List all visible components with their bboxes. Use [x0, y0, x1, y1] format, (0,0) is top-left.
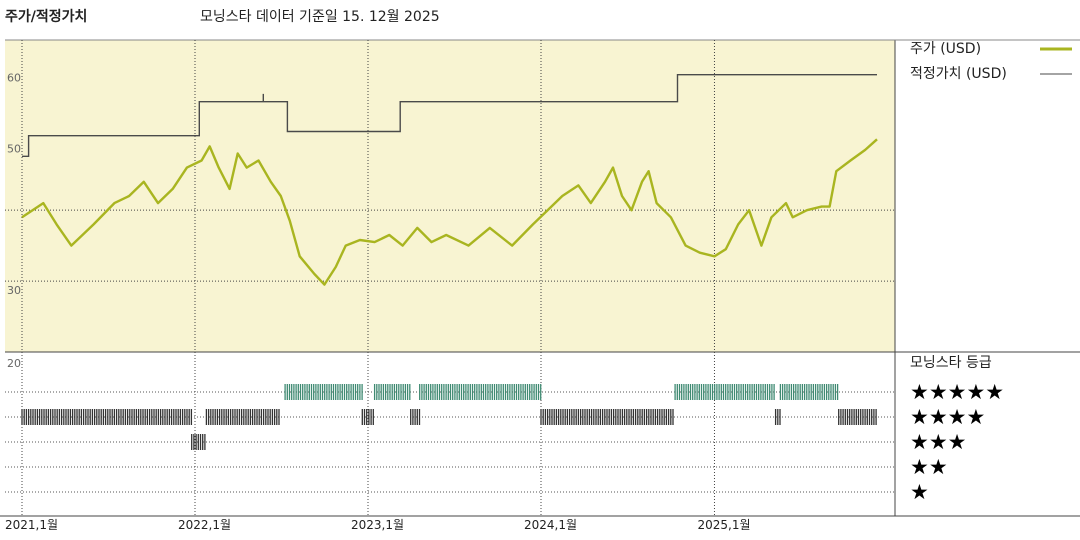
rating-star-label: ★★: [910, 455, 948, 479]
rating-legend-title: 모닝스타 등급: [910, 355, 992, 371]
y-tick-label: 50: [7, 142, 21, 155]
x-tick-label: 2022,1월: [178, 518, 231, 532]
x-tick-label: 2023,1월: [351, 518, 404, 532]
rating-grid: [5, 391, 895, 493]
rating-star-label: ★: [910, 480, 929, 504]
x-tick-label: 2021,1월: [5, 518, 58, 532]
x-tick-label: 2025,1월: [697, 518, 750, 532]
data-date-caption: 모닝스타 데이터 기준일 15. 12월 2025: [200, 9, 440, 25]
rating-star-labels: ★★★★★★★★★★★★★★★: [910, 380, 1004, 504]
price-series: [21, 73, 878, 286]
x-tick-labels: 2021,1월 2022,1월 2023,1월 2024,1월 2025,1월: [5, 518, 751, 532]
rating-star-label: ★★★★★: [910, 380, 1004, 404]
fair-value-line: [22, 73, 877, 158]
price-line: [21, 138, 878, 286]
rating-bars: [21, 384, 877, 450]
x-tick-label: 2024,1월: [524, 518, 577, 532]
price-grid: [5, 40, 895, 516]
legend-fair-value-label: 적정가치 (USD): [910, 66, 1007, 82]
y-tick-labels: 30 50 60 20: [7, 71, 21, 370]
y-tick-label: 30: [7, 284, 21, 297]
rating-star-label: ★★★★: [910, 405, 985, 429]
rating-y-tick-label: 20: [7, 357, 21, 370]
y-tick-label: 60: [7, 71, 21, 84]
chart-heading: 주가/적정가치: [5, 9, 88, 25]
price-panel-background: [5, 40, 895, 352]
rating-star-label: ★★★: [910, 430, 966, 454]
legend-price-label: 주가 (USD): [910, 41, 981, 57]
